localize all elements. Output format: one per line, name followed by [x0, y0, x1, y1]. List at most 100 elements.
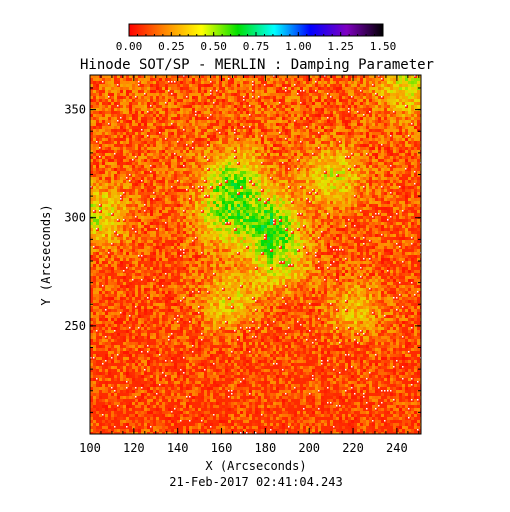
heatmap-cell	[273, 123, 276, 126]
heatmap-cell	[342, 180, 345, 183]
heatmap-cells	[90, 75, 421, 434]
heatmap-cell	[135, 87, 138, 90]
heatmap-cell	[384, 81, 387, 84]
heatmap-cell	[372, 174, 375, 177]
heatmap-cell	[186, 105, 189, 108]
heatmap-cell	[267, 171, 270, 174]
heatmap-cell	[249, 159, 252, 162]
heatmap-cell	[90, 78, 93, 81]
heatmap-cell	[309, 102, 312, 105]
heatmap-cell	[168, 183, 171, 186]
heatmap-cell	[249, 168, 252, 171]
heatmap-cell	[111, 165, 114, 168]
heatmap-cell	[180, 180, 183, 183]
heatmap-cell	[105, 84, 108, 87]
heatmap-cell	[348, 177, 351, 180]
heatmap-cell	[258, 135, 261, 138]
heatmap-cell	[267, 93, 270, 96]
heatmap-cell	[282, 93, 285, 96]
heatmap-cell	[111, 138, 114, 141]
heatmap-cell	[123, 90, 126, 93]
heatmap-cell	[294, 180, 297, 183]
heatmap-cell	[252, 81, 254, 83]
heatmap-cell	[402, 168, 405, 171]
heatmap-cell	[387, 150, 390, 153]
heatmap-cell	[291, 135, 294, 138]
heatmap-cell	[345, 162, 348, 165]
heatmap-cell	[363, 165, 366, 168]
heatmap-cell	[111, 132, 114, 135]
heatmap-cell	[105, 126, 108, 129]
heatmap-cell	[96, 84, 99, 87]
heatmap-cell	[126, 186, 129, 189]
heatmap-cell	[369, 120, 372, 123]
heatmap-cell	[225, 171, 228, 174]
heatmap-cell	[207, 195, 209, 197]
heatmap-cell	[417, 198, 420, 201]
heatmap-cell	[357, 99, 360, 102]
heatmap-cell	[231, 174, 234, 177]
heatmap-cell	[210, 141, 213, 144]
heatmap-cell	[222, 177, 225, 180]
heatmap-cell	[276, 189, 279, 192]
heatmap-cell	[114, 168, 117, 171]
heatmap-cell	[90, 198, 93, 201]
heatmap-cell	[318, 108, 321, 111]
heatmap-cell	[201, 186, 203, 188]
heatmap-cell	[123, 144, 126, 147]
heatmap-cell	[258, 90, 261, 93]
heatmap-cell	[366, 210, 369, 213]
heatmap-cell	[132, 147, 135, 150]
heatmap-cell	[117, 120, 119, 122]
heatmap-cell	[297, 207, 300, 210]
heatmap-cell	[213, 183, 216, 186]
heatmap-cell	[294, 129, 297, 132]
heatmap-cell	[240, 177, 243, 180]
heatmap-cell	[393, 78, 396, 81]
heatmap-cell	[93, 162, 96, 165]
heatmap-cell	[180, 171, 183, 174]
heatmap-cell	[159, 105, 162, 108]
heatmap-cell	[207, 153, 210, 156]
heatmap-cell	[273, 93, 276, 96]
heatmap-cell	[99, 138, 102, 141]
heatmap-cell	[276, 144, 279, 147]
heatmap-cell	[300, 207, 303, 210]
heatmap-cell	[411, 117, 414, 120]
heatmap-cell	[126, 141, 129, 144]
heatmap-cell	[153, 135, 156, 138]
heatmap-cell	[411, 123, 413, 125]
heatmap-cell	[258, 198, 260, 200]
heatmap-cell	[300, 162, 303, 165]
heatmap-cell	[153, 201, 156, 204]
heatmap-cell	[153, 189, 156, 192]
heatmap-cell	[174, 96, 177, 99]
heatmap-cell	[405, 117, 408, 120]
heatmap-cell	[270, 183, 273, 186]
heatmap-cell	[363, 198, 366, 201]
heatmap-cell	[216, 162, 219, 165]
heatmap-cell	[357, 171, 360, 174]
heatmap-cell	[114, 210, 117, 213]
heatmap-cell	[222, 120, 225, 123]
heatmap-cell	[315, 204, 318, 207]
heatmap-cell	[111, 105, 114, 108]
heatmap-cell	[258, 201, 261, 204]
heatmap-cell	[270, 111, 273, 114]
heatmap-cell	[192, 168, 195, 171]
heatmap-cell	[285, 153, 288, 156]
heatmap-cell	[411, 138, 414, 141]
heatmap-cell	[366, 132, 369, 135]
heatmap-cell	[318, 99, 321, 102]
heatmap-cell	[108, 177, 111, 180]
heatmap-cell	[321, 111, 324, 114]
heatmap-cell	[99, 153, 102, 156]
heatmap-cell	[276, 75, 279, 78]
heatmap-cell	[384, 96, 387, 99]
heatmap-cell	[315, 207, 318, 210]
heatmap-cell	[186, 189, 188, 191]
heatmap-cell	[294, 93, 297, 96]
heatmap-cell	[195, 186, 198, 189]
heatmap-cell	[105, 105, 108, 108]
heatmap-cell	[120, 126, 123, 129]
